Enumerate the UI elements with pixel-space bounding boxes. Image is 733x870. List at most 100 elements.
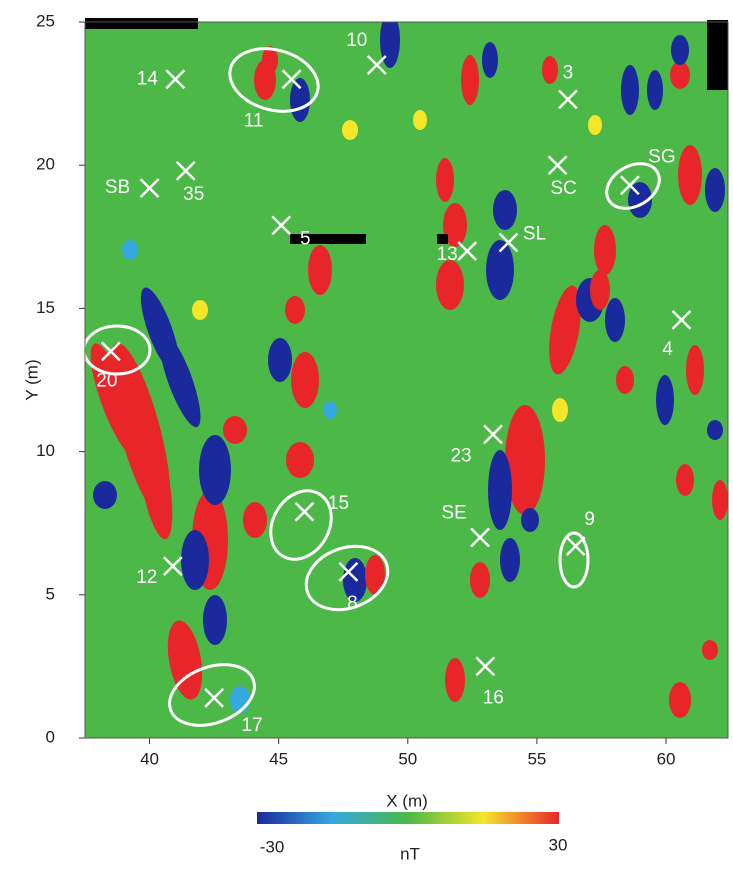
- x-tick-label: 60: [657, 749, 676, 768]
- point-label: 11: [244, 110, 264, 131]
- survey-point: [281, 69, 302, 90]
- anomaly: [413, 110, 427, 130]
- anomaly: [323, 401, 337, 419]
- survey-point: [558, 89, 578, 110]
- survey-point: [175, 161, 196, 181]
- survey-point: [162, 556, 183, 577]
- point-label: 35: [183, 184, 204, 205]
- point-label: 15: [328, 493, 349, 514]
- survey-point: [204, 688, 224, 708]
- point-label: 23: [450, 445, 471, 466]
- x-marker: [139, 178, 160, 198]
- x-marker: [204, 688, 224, 708]
- survey-point: [366, 55, 387, 75]
- anomaly-map: [90, 22, 728, 718]
- x-marker: [457, 241, 478, 262]
- anomaly: [342, 120, 358, 140]
- point-label: SE: [441, 503, 466, 524]
- anomaly: [308, 245, 332, 295]
- anomaly: [588, 115, 602, 135]
- point-label: SL: [523, 224, 546, 245]
- colorbar-tick-label: -30: [260, 837, 285, 856]
- x-marker: [558, 89, 578, 110]
- point-label: 17: [242, 715, 263, 736]
- x-marker: [475, 656, 496, 677]
- anomaly: [702, 640, 718, 660]
- anomaly: [549, 285, 581, 375]
- anomaly: [678, 145, 702, 205]
- anomaly: [286, 442, 314, 478]
- survey-point: [165, 69, 186, 90]
- survey-point: [547, 155, 568, 176]
- anomaly: [616, 366, 634, 394]
- ellipse: [269, 489, 333, 561]
- survey-point: [483, 424, 503, 445]
- point-label: 16: [483, 687, 504, 708]
- anomaly: [670, 61, 690, 89]
- x-marker: [619, 175, 640, 196]
- survey-point: [338, 562, 359, 582]
- anomaly: [93, 481, 117, 509]
- ellipse: [228, 47, 320, 113]
- no-data: [437, 234, 448, 244]
- anomaly: [285, 296, 305, 324]
- anomaly: [122, 240, 138, 260]
- plot-frame: [84, 21, 729, 739]
- x-tick-label: 50: [398, 749, 417, 768]
- anomaly: [365, 555, 385, 595]
- point-label: 5: [300, 228, 311, 249]
- anomaly: [707, 420, 723, 440]
- survey-point: [294, 501, 315, 522]
- anomaly: [203, 595, 227, 645]
- survey-point: [457, 241, 478, 262]
- survey-point: [671, 309, 692, 330]
- no-data: [290, 234, 366, 244]
- anomaly: [500, 538, 520, 582]
- anomaly: [262, 46, 278, 74]
- point-label: SG: [648, 146, 675, 167]
- y-tick-label: 15: [36, 298, 55, 317]
- point-label: 8: [347, 593, 358, 614]
- x-marker: [470, 527, 490, 548]
- ellipse: [605, 162, 661, 210]
- x-marker: [366, 55, 387, 75]
- anomaly: [488, 450, 512, 530]
- x-marker: [547, 155, 568, 176]
- point-label: 3: [563, 62, 574, 83]
- anomaly: [137, 420, 173, 540]
- x-marker: [100, 341, 121, 362]
- y-tick-label: 10: [36, 441, 55, 460]
- survey-point: [565, 536, 586, 556]
- point-label: 14: [137, 68, 159, 89]
- point-label: 10: [346, 30, 367, 51]
- anomaly: [521, 508, 539, 532]
- point-label: 9: [584, 509, 595, 530]
- anomaly: [542, 56, 558, 84]
- anomaly: [505, 405, 545, 515]
- anomaly: [486, 240, 514, 300]
- anomaly: [656, 375, 674, 425]
- anomaly: [552, 398, 568, 422]
- anomaly: [159, 332, 201, 428]
- highlight-ellipses: [82, 47, 661, 727]
- survey-point: [470, 527, 490, 548]
- no-data-areas: [85, 18, 728, 244]
- survey-point: [475, 656, 496, 677]
- y-tick-label: 20: [36, 155, 55, 174]
- anomaly: [291, 352, 319, 408]
- x-axis-label: X (m): [386, 791, 428, 810]
- x-marker: [498, 232, 519, 253]
- anomaly: [590, 270, 610, 310]
- x-tick-label: 40: [140, 749, 159, 768]
- anomaly: [167, 620, 203, 700]
- x-tick-label: 45: [269, 749, 288, 768]
- anomaly: [290, 78, 310, 122]
- anomaly: [243, 502, 267, 538]
- anomaly: [443, 203, 467, 247]
- x-marker: [175, 161, 196, 181]
- survey-point: [619, 175, 640, 196]
- anomaly: [199, 435, 231, 505]
- ellipse: [168, 663, 256, 727]
- anomaly: [621, 65, 639, 115]
